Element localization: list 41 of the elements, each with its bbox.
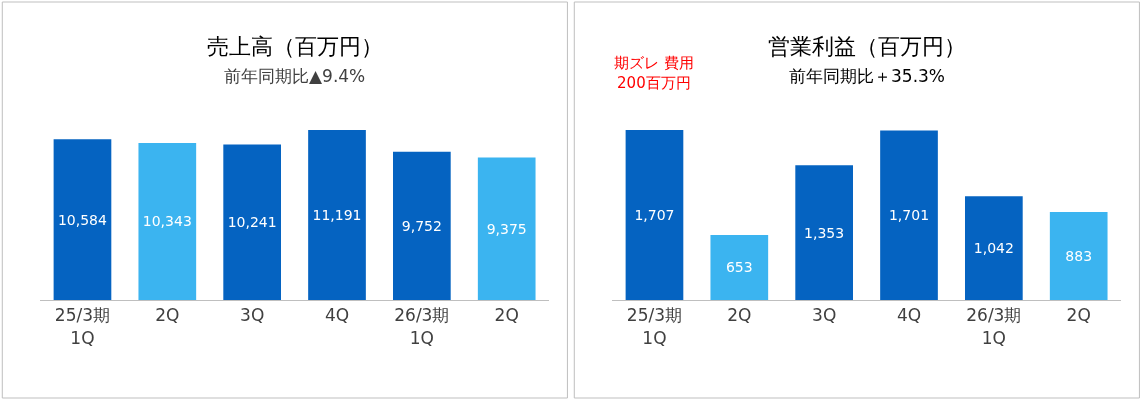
data-label: 10,241 [227, 214, 277, 231]
data-label: 883 [1065, 248, 1093, 265]
data-label: 10,584 [57, 211, 107, 228]
bar [477, 157, 536, 300]
data-label: 9,752 [401, 217, 442, 234]
data-label: 1,353 [804, 224, 845, 241]
chart-title: 営業利益（百万円） [768, 34, 966, 59]
chart-title: 売上高（百万円） [207, 34, 383, 59]
x-tick-label: 2Q [1066, 305, 1091, 326]
x-tick-label: 3Q [240, 305, 265, 326]
data-label: 9,375 [486, 220, 527, 237]
x-tick-label: 2Q [727, 305, 752, 326]
bar [138, 142, 197, 300]
x-tick-label: 4Q [324, 305, 350, 326]
bar [880, 130, 938, 300]
bar [393, 151, 451, 300]
bar [308, 130, 366, 300]
data-label: 1,042 [973, 240, 1014, 257]
data-label: 10,343 [142, 213, 192, 230]
x-tick-label: 25/3期 1Q [54, 305, 111, 348]
data-label: 11,191 [312, 207, 362, 223]
x-tick-label: 2Q [494, 305, 519, 326]
x-tick-label: 4Q [896, 305, 922, 326]
chart-subtitle: 前年同期比▲9.4% [224, 66, 366, 86]
bar [710, 234, 769, 300]
data-label: 1,707 [634, 207, 675, 223]
x-tick-label: 26/3期 1Q [394, 305, 450, 348]
bar [1049, 212, 1108, 300]
text: 期ズレ 費用 200百万円 [614, 54, 694, 92]
data-label: 653 [725, 259, 753, 276]
bar [795, 165, 853, 300]
data-label: 1,701 [888, 207, 930, 224]
bar [223, 144, 281, 300]
bar [625, 130, 684, 300]
chart-subtitle: 前年同期比＋35.3% [789, 66, 946, 86]
bar [965, 196, 1023, 300]
x-tick-label: 25/3期 1Q [626, 305, 683, 348]
x-tick-label: 2Q [155, 305, 180, 326]
bar [53, 139, 112, 300]
x-tick-label: 26/3期 1Q [966, 305, 1022, 348]
x-tick-label: 3Q [812, 305, 837, 326]
